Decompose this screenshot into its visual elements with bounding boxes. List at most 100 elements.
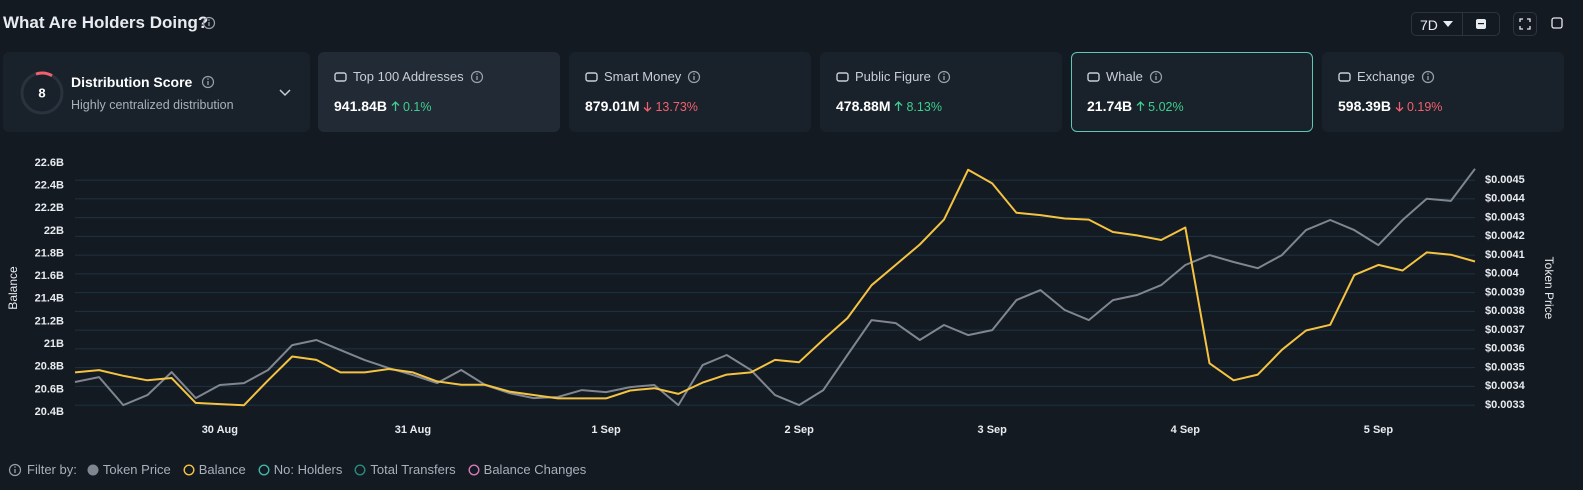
expand-icon	[1519, 18, 1531, 30]
category-icon	[1338, 72, 1351, 82]
legend-text: Total Transfers	[370, 462, 456, 477]
score: 8	[38, 85, 45, 100]
legend-item[interactable]: Balance	[183, 462, 246, 477]
info-icon[interactable]	[1421, 70, 1435, 84]
y-tick-label: 20.6B	[35, 383, 64, 395]
y2-tick-label: $0.0044	[1485, 193, 1526, 205]
category-icon	[334, 72, 347, 82]
y2-tick-label: $0.0036	[1485, 343, 1525, 355]
change-text: 0.19%	[1406, 100, 1443, 114]
value-text: 478.88M	[836, 98, 891, 114]
info-icon[interactable]	[470, 70, 484, 84]
trend-arrow	[644, 102, 652, 112]
y-tick-label: 22.6B	[35, 157, 64, 169]
card-label: Exchange	[1357, 69, 1415, 84]
card-label: Public Figure	[855, 69, 931, 84]
distribution-card[interactable]: 8 Distribution Score Highly centralized …	[3, 52, 310, 132]
x-tick-label: 4 Sep	[1171, 424, 1201, 436]
x-tick-label: 3 Sep	[978, 424, 1008, 436]
y-tick-label: 20.8B	[35, 361, 64, 373]
value-text: 879.01M	[585, 98, 640, 114]
trend-arrow	[1136, 101, 1145, 111]
category-icon	[836, 72, 849, 82]
range-controls: 7D	[1411, 12, 1500, 36]
caret	[1443, 21, 1453, 27]
metric-card[interactable]: Public Figure 478.88M 8.13%	[820, 52, 1062, 132]
card-label: Smart Money	[604, 69, 682, 84]
card-value: 598.39B 0.19%	[1338, 98, 1442, 114]
y2-tick-label: $0.004	[1485, 268, 1520, 280]
distribution-title: Distribution Score	[71, 74, 193, 90]
calendar-button[interactable]	[1475, 18, 1487, 30]
trend-arrow	[895, 101, 903, 111]
card-value: 478.88M 8.13%	[836, 98, 942, 114]
metric-card[interactable]: Whale 21.74B 5.02%	[1071, 52, 1313, 132]
y-tick-label: 21.4B	[35, 293, 64, 305]
y2-tick-label: $0.0038	[1485, 305, 1525, 317]
legend-item[interactable]: Balance Changes	[468, 462, 587, 477]
category-icon	[585, 72, 598, 82]
trend-arrow	[391, 101, 400, 111]
menu-icon[interactable]	[1550, 16, 1564, 30]
x-tick-label: 1 Sep	[591, 424, 621, 436]
y2-tick-label: $0.0041	[1485, 249, 1525, 261]
legend-text: Token Price	[102, 462, 171, 477]
distribution-subtitle: Highly centralized distribution	[71, 98, 234, 112]
y2-tick-label: $0.0042	[1485, 230, 1525, 242]
series-line	[74, 168, 1476, 407]
metric-card[interactable]: Top 100 Addresses 941.84B 0.1%	[318, 52, 560, 132]
y2-axis-label: Token Price	[1542, 257, 1556, 320]
info-icon[interactable]	[201, 75, 215, 89]
y-tick-label: 21.6B	[35, 270, 64, 282]
x-tick-label: 30 Aug	[202, 424, 238, 436]
legend-item[interactable]: Total Transfers	[354, 462, 456, 477]
legend-marker	[468, 463, 480, 476]
legend-item[interactable]: No: Holders	[258, 462, 343, 477]
info-icon[interactable]	[937, 70, 951, 84]
trend-arrow	[1395, 102, 1404, 112]
x-tick-label: 2 Sep	[784, 424, 814, 436]
value-text: 941.84B	[334, 98, 387, 114]
y-tick-label: 22.4B	[35, 180, 64, 192]
info-icon[interactable]	[8, 463, 22, 477]
y2-tick-label: $0.0033	[1485, 399, 1525, 411]
card-value: 879.01M 13.73%	[585, 98, 698, 114]
y-tick-label: 22B	[44, 225, 64, 237]
card-change: 5.02%	[1136, 100, 1184, 114]
change-text: 0.1%	[402, 100, 432, 114]
score-gauge: 8	[20, 71, 64, 115]
metric-card[interactable]: Exchange 598.39B 0.19%	[1322, 52, 1564, 132]
chart: Balance Token Price $0.0033 $0.0034 $0.003…	[6, 157, 1556, 436]
legend-text: Balance	[198, 462, 246, 477]
legend-item[interactable]: Token Price	[87, 462, 171, 477]
range-select[interactable]: 7D	[1420, 17, 1438, 33]
y-tick-label: 21.8B	[35, 247, 64, 259]
value-text: 21.74B	[1087, 98, 1133, 114]
y-tick-label: 21B	[44, 338, 64, 350]
y2-tick-label: $0.0045	[1485, 174, 1525, 186]
change-text: 5.02%	[1148, 100, 1184, 114]
card-change: 8.13%	[894, 100, 942, 114]
card-value: 21.74B 5.02%	[1087, 98, 1184, 114]
y-axis-label: Balance	[6, 266, 20, 310]
card-value: 941.84B 0.1%	[334, 98, 431, 114]
legend-text: No: Holders	[273, 462, 343, 477]
chevron[interactable]	[279, 89, 291, 97]
legend-text: Balance Changes	[483, 462, 587, 477]
info-icon[interactable]	[202, 16, 216, 30]
metric-card[interactable]: Smart Money 879.01M 13.73%	[569, 52, 811, 132]
info-icon[interactable]	[1149, 70, 1163, 84]
change-text: 13.73%	[655, 100, 698, 114]
change-text: 8.13%	[906, 100, 942, 114]
x-tick-label: 5 Sep	[1364, 424, 1394, 436]
card-change: 0.1%	[391, 100, 432, 114]
series-line	[74, 168, 1476, 407]
card-change: 0.19%	[1395, 100, 1442, 114]
section-title: What Are Holders Doing?	[3, 13, 209, 32]
y-tick-label: 20.4B	[35, 406, 64, 418]
legend-marker	[183, 463, 195, 476]
fullscreen-button[interactable]	[1513, 12, 1537, 36]
info-icon[interactable]	[687, 70, 701, 84]
card-change: 13.73%	[643, 100, 698, 114]
